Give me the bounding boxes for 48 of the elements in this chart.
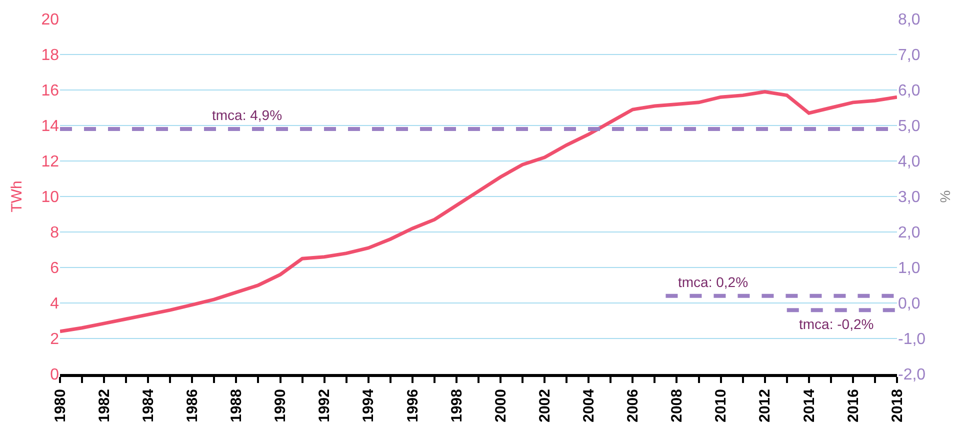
x-tick-label: 2014 (800, 388, 818, 422)
y-tick-label: 8 (50, 224, 60, 242)
x-tick-label: 2000 (492, 389, 510, 422)
x-tick-label: 1990 (272, 389, 290, 422)
x-tick-label: 2018 (888, 389, 906, 422)
y2-tick-label: -1,0 (898, 331, 926, 348)
y-tick-label: 14 (41, 118, 60, 136)
y-tick-label: 18 (41, 47, 60, 64)
y2-tick-label: 0,0 (898, 296, 920, 313)
x-tick-label: 2008 (668, 389, 686, 422)
y2-tick-label: 7,0 (898, 47, 920, 64)
y2-tick-label: 3,0 (898, 189, 920, 206)
x-tick-label: 1982 (96, 389, 113, 422)
y2-tick-label: 5,0 (898, 118, 920, 136)
y2-tick-label: 1,0 (898, 260, 920, 278)
x-tick-label: 2006 (624, 389, 642, 422)
series-label: tmca: 0,2% (678, 274, 748, 290)
y-tick-label: 6 (50, 260, 60, 278)
series-label: tmca: 4,9% (212, 107, 282, 123)
x-tick-label: 1988 (228, 389, 246, 422)
x-tick-label: 1998 (448, 389, 466, 422)
y-tick-label: 20 (41, 12, 60, 29)
y-tick-label: 0 (50, 366, 60, 384)
y2-tick-label: -2,0 (898, 366, 926, 384)
x-tick-label: 1980 (52, 389, 69, 422)
y-tick-label: 16 (41, 82, 60, 100)
y2-tick-label: 2,0 (898, 224, 920, 242)
y2-tick-label: 6,0 (898, 82, 920, 100)
x-tick-label: 1986 (184, 389, 202, 422)
y-axis-title: TWh (8, 180, 26, 212)
x-tick-label: 1996 (404, 389, 422, 422)
x-tick-label: 2004 (580, 388, 598, 422)
x-tick-label: 2012 (756, 389, 774, 422)
x-tick-label: 2016 (844, 389, 862, 422)
y-tick-label: 10 (41, 189, 60, 206)
y-tick-label: 2 (50, 331, 60, 348)
y2-tick-label: 4,0 (898, 154, 920, 171)
x-tick-label: 1992 (316, 389, 334, 422)
x-tick-label: 1984 (140, 388, 157, 422)
x-tick-label: 1994 (360, 388, 378, 422)
y2-tick-label: 8,0 (898, 12, 920, 29)
y-tick-label: 4 (50, 296, 60, 313)
line-series (60, 90, 897, 334)
x-tick-label: 2002 (536, 389, 554, 422)
y2-axis-title: % (936, 190, 953, 203)
y-tick-label: 12 (41, 154, 60, 171)
x-tick-label: 2010 (712, 389, 730, 422)
series-label: tmca: -0,2% (799, 316, 874, 332)
